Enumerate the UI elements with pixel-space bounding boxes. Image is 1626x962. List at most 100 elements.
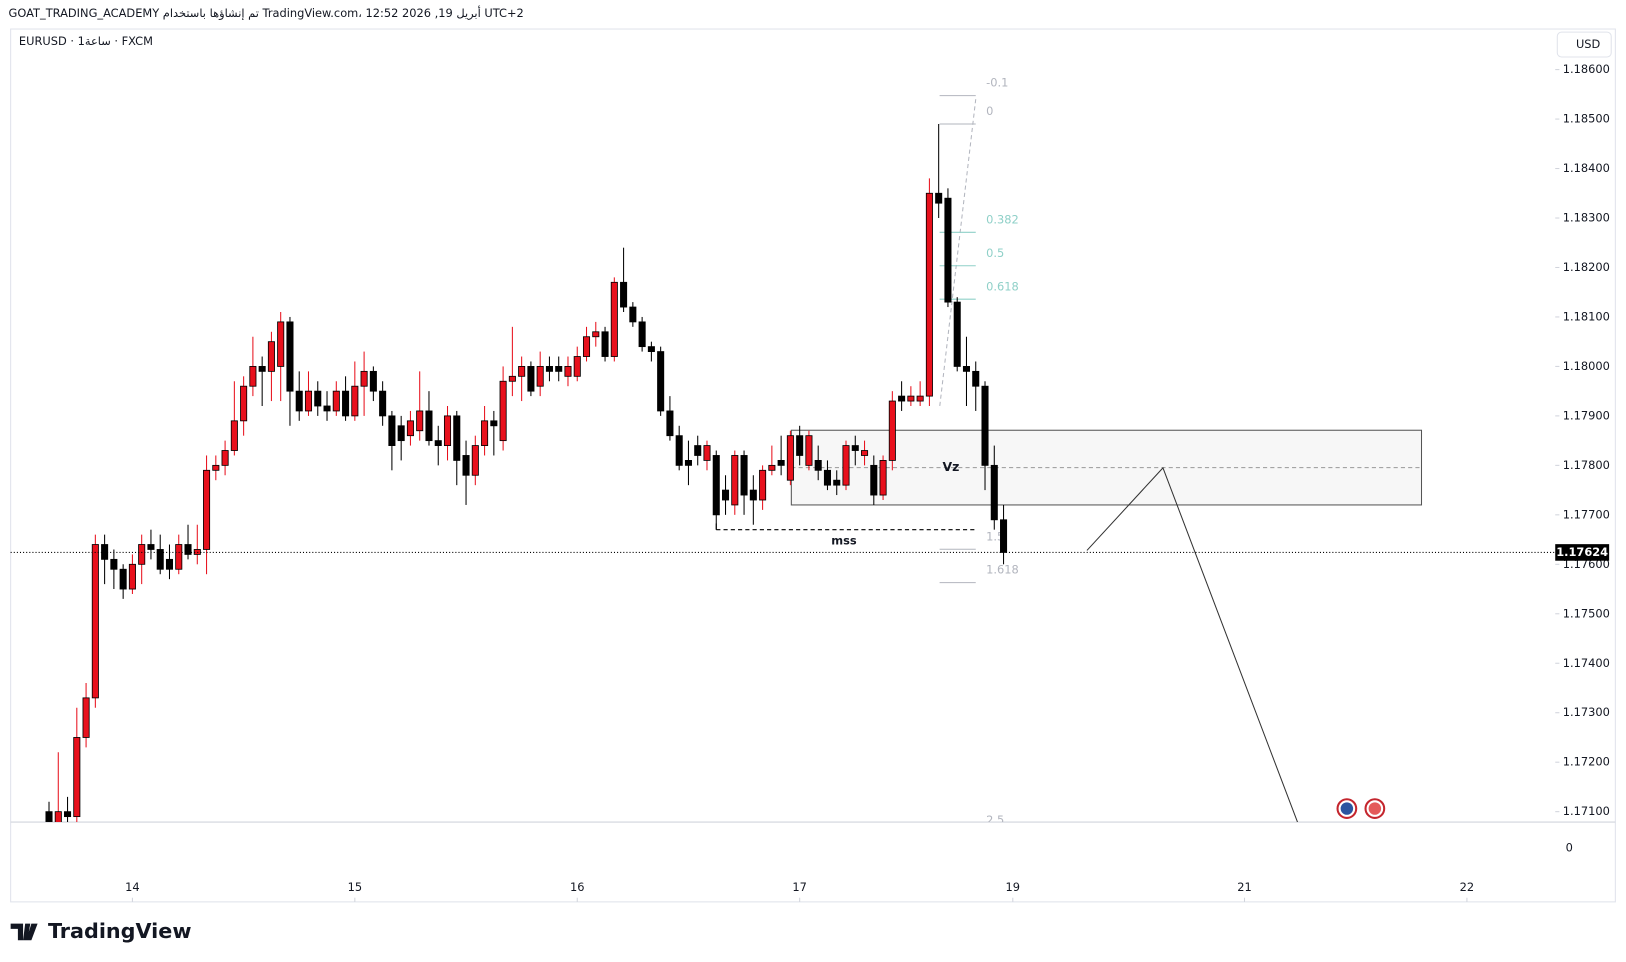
candle-body bbox=[184, 544, 192, 555]
last-price-label: 1.17624 bbox=[1556, 545, 1608, 559]
candle-body bbox=[620, 281, 628, 308]
candle-body bbox=[443, 415, 452, 446]
y-tick-label: 1.17100 bbox=[1563, 804, 1610, 818]
candle-body bbox=[833, 479, 841, 486]
candle-body bbox=[536, 366, 544, 387]
x-tick-label: 21 bbox=[1237, 880, 1252, 894]
candle-body bbox=[925, 192, 933, 397]
candle-body bbox=[962, 366, 971, 372]
candle-body bbox=[981, 385, 989, 466]
y-tick-label: 1.17300 bbox=[1563, 705, 1610, 719]
fib-label: 0.618 bbox=[986, 279, 1019, 293]
y-tick-label: 1.18200 bbox=[1563, 260, 1610, 274]
candle-body bbox=[768, 464, 776, 471]
y-tick-label: 1.18000 bbox=[1563, 359, 1610, 373]
candle-body bbox=[842, 445, 850, 486]
candle-body bbox=[573, 356, 581, 377]
candle-body bbox=[870, 464, 878, 496]
candle-body bbox=[777, 460, 785, 466]
pane2-tick-label: 0 bbox=[1566, 840, 1573, 854]
y-tick-label: 1.17200 bbox=[1563, 755, 1610, 769]
candle-body bbox=[45, 811, 53, 822]
candle-body bbox=[555, 366, 563, 372]
fib-label: 0 bbox=[986, 104, 993, 118]
candle-body bbox=[91, 544, 99, 699]
candle-body bbox=[684, 460, 692, 466]
candle-body bbox=[592, 331, 600, 338]
brand: TradingView bbox=[48, 919, 192, 943]
x-tick-label: 14 bbox=[125, 880, 140, 894]
currency: USD bbox=[1576, 37, 1601, 51]
candle-body bbox=[990, 464, 998, 521]
candle-body bbox=[703, 445, 711, 461]
candle-body bbox=[582, 336, 591, 357]
x-tick-label: 17 bbox=[792, 880, 807, 894]
mss-label: mss bbox=[831, 534, 857, 548]
fib-label: 0.382 bbox=[986, 212, 1019, 226]
candle-body bbox=[175, 544, 183, 570]
candle-body bbox=[360, 370, 368, 387]
candle-body bbox=[388, 415, 396, 446]
y-tick-label: 1.18100 bbox=[1563, 309, 1610, 323]
y-tick-label: 1.18500 bbox=[1563, 112, 1610, 126]
candle-body bbox=[379, 390, 387, 417]
event-icons bbox=[1336, 798, 1386, 819]
y-tick-label: 1.17900 bbox=[1563, 408, 1610, 422]
fib-label: 2.5 bbox=[986, 813, 1004, 827]
candle-body bbox=[518, 366, 526, 377]
candle-body bbox=[277, 321, 285, 367]
currency-button[interactable] bbox=[1556, 31, 1612, 58]
candle-body bbox=[240, 385, 248, 422]
candle-body bbox=[490, 420, 498, 427]
candle-body bbox=[212, 464, 220, 471]
candle-body bbox=[267, 341, 275, 372]
candle-body bbox=[397, 425, 405, 442]
fib-trend bbox=[939, 99, 977, 408]
candle-body bbox=[221, 450, 229, 466]
candle-body bbox=[666, 410, 674, 437]
candle-body bbox=[935, 192, 943, 204]
candle-body bbox=[453, 415, 461, 461]
x-tick-label: 15 bbox=[348, 880, 362, 894]
candle-body bbox=[694, 445, 702, 456]
symbol: EURUSD · 1ساعة · FXCM bbox=[19, 34, 153, 48]
candle-body bbox=[462, 455, 470, 476]
candle-body bbox=[953, 301, 961, 367]
candle-body bbox=[258, 366, 266, 372]
candle-body bbox=[944, 197, 952, 303]
candle-body bbox=[759, 469, 767, 501]
candle-body bbox=[796, 435, 804, 456]
candle-body bbox=[119, 568, 127, 590]
x-tick-label: 16 bbox=[570, 880, 585, 894]
header: GOAT_TRADING_ACADEMY تم إنشاؤها باستخدام… bbox=[9, 5, 524, 21]
candle-body bbox=[332, 390, 340, 412]
candle-body bbox=[527, 366, 535, 392]
candle-body bbox=[722, 489, 730, 501]
fib-label: -0.1 bbox=[986, 76, 1008, 90]
candle-body bbox=[638, 321, 646, 348]
candle-body bbox=[879, 460, 887, 496]
candle-body bbox=[203, 469, 211, 550]
fib-label: 1.618 bbox=[986, 563, 1019, 577]
zone-label: Vz bbox=[942, 459, 959, 474]
y-tick-label: 1.18600 bbox=[1563, 62, 1610, 76]
candle-body bbox=[416, 410, 424, 432]
candle-body bbox=[545, 366, 553, 372]
x-tick-label: 19 bbox=[1006, 880, 1021, 894]
candle-body bbox=[972, 370, 980, 387]
frame bbox=[10, 28, 1616, 903]
candle-body bbox=[749, 489, 757, 501]
y-tick-label: 1.17400 bbox=[1563, 656, 1610, 670]
candle-body bbox=[295, 390, 303, 412]
candle-body bbox=[304, 390, 313, 412]
candle-body bbox=[499, 380, 507, 442]
candle-body bbox=[1000, 519, 1008, 553]
candle-body bbox=[508, 375, 516, 382]
y-tick-label: 1.17700 bbox=[1563, 507, 1610, 521]
y-tick-label: 1.18400 bbox=[1563, 161, 1610, 175]
candle-body bbox=[740, 455, 748, 496]
candle-body bbox=[657, 351, 665, 412]
candle-body bbox=[369, 370, 377, 392]
